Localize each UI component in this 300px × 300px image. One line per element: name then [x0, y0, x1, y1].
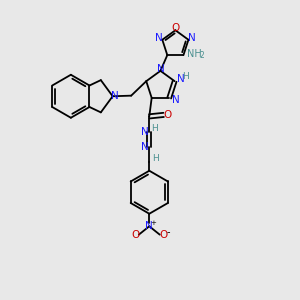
Text: N: N — [177, 74, 185, 84]
Text: H: H — [152, 154, 159, 163]
Text: O: O — [172, 23, 180, 33]
Text: N: N — [141, 127, 149, 137]
Text: N: N — [188, 33, 196, 43]
Text: N: N — [154, 33, 162, 43]
Text: +: + — [150, 220, 156, 226]
Text: H: H — [183, 72, 189, 81]
Text: N: N — [157, 64, 164, 74]
Text: N: N — [111, 91, 119, 101]
Text: -: - — [166, 227, 170, 237]
Text: O: O — [159, 230, 167, 240]
Text: 2: 2 — [200, 51, 204, 60]
Text: O: O — [131, 230, 140, 240]
Text: NH: NH — [187, 49, 201, 58]
Text: O: O — [164, 110, 172, 120]
Text: N: N — [141, 142, 149, 152]
Text: N: N — [146, 221, 153, 231]
Text: N: N — [172, 95, 180, 105]
Text: H: H — [151, 124, 158, 133]
